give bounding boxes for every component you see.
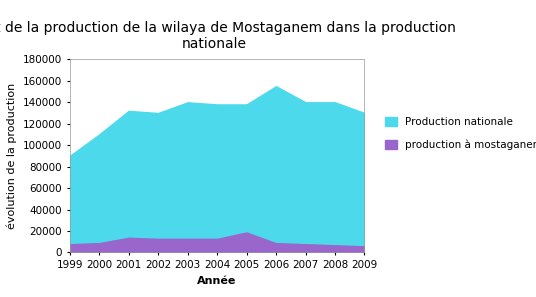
- X-axis label: Année: Année: [197, 276, 237, 286]
- Legend: Production nationale, production à mostaganem: Production nationale, production à mosta…: [381, 113, 536, 154]
- Text: Part de la production de la wilaya de Mostaganem dans la production
nationale: Part de la production de la wilaya de Mo…: [0, 21, 456, 51]
- Y-axis label: évolution de la production: évolution de la production: [7, 83, 17, 229]
